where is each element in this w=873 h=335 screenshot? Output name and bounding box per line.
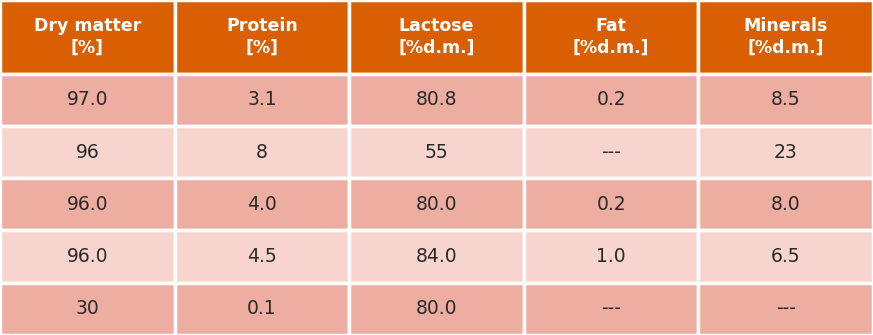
- Text: Protein
[%]: Protein [%]: [226, 17, 298, 57]
- Text: 96.0: 96.0: [66, 247, 108, 266]
- Text: Minerals
[%d.m.]: Minerals [%d.m.]: [744, 17, 828, 57]
- Text: 8: 8: [256, 143, 268, 161]
- Text: 80.0: 80.0: [416, 195, 457, 214]
- Bar: [698, 230, 873, 283]
- Bar: [175, 126, 349, 178]
- Bar: [698, 178, 873, 230]
- Bar: [349, 74, 524, 126]
- Text: 4.5: 4.5: [247, 247, 277, 266]
- Text: 4.0: 4.0: [247, 195, 277, 214]
- Text: 96.0: 96.0: [66, 195, 108, 214]
- Bar: [698, 0, 873, 74]
- Text: ---: ---: [776, 299, 795, 318]
- Bar: [349, 178, 524, 230]
- Bar: [175, 74, 349, 126]
- Text: Fat
[%d.m.]: Fat [%d.m.]: [573, 17, 650, 57]
- Text: 8.5: 8.5: [771, 90, 801, 109]
- Bar: [175, 178, 349, 230]
- Text: Lactose
[%d.m.]: Lactose [%d.m.]: [398, 17, 475, 57]
- Text: 1.0: 1.0: [596, 247, 626, 266]
- Bar: [0, 230, 175, 283]
- Text: 96: 96: [75, 143, 100, 161]
- Bar: [0, 0, 175, 74]
- Bar: [175, 283, 349, 335]
- Bar: [175, 0, 349, 74]
- Bar: [0, 283, 175, 335]
- Text: Dry matter
[%]: Dry matter [%]: [34, 17, 141, 57]
- Bar: [698, 74, 873, 126]
- Text: 84.0: 84.0: [416, 247, 457, 266]
- Text: 97.0: 97.0: [66, 90, 108, 109]
- Bar: [524, 283, 698, 335]
- Text: 55: 55: [424, 143, 449, 161]
- Bar: [0, 126, 175, 178]
- Text: 80.8: 80.8: [416, 90, 457, 109]
- Bar: [524, 74, 698, 126]
- Bar: [524, 178, 698, 230]
- Bar: [524, 126, 698, 178]
- Text: ---: ---: [601, 299, 621, 318]
- Text: 3.1: 3.1: [247, 90, 277, 109]
- Bar: [175, 230, 349, 283]
- Text: 30: 30: [75, 299, 100, 318]
- Text: 8.0: 8.0: [771, 195, 801, 214]
- Bar: [698, 126, 873, 178]
- Bar: [698, 283, 873, 335]
- Text: 0.2: 0.2: [596, 195, 626, 214]
- Bar: [0, 178, 175, 230]
- Bar: [524, 230, 698, 283]
- Bar: [0, 74, 175, 126]
- Bar: [349, 126, 524, 178]
- Text: 23: 23: [773, 143, 798, 161]
- Text: 0.1: 0.1: [247, 299, 277, 318]
- Bar: [349, 0, 524, 74]
- Text: 80.0: 80.0: [416, 299, 457, 318]
- Text: 0.2: 0.2: [596, 90, 626, 109]
- Text: ---: ---: [601, 143, 621, 161]
- Bar: [524, 0, 698, 74]
- Bar: [349, 230, 524, 283]
- Text: 6.5: 6.5: [771, 247, 801, 266]
- Bar: [349, 283, 524, 335]
